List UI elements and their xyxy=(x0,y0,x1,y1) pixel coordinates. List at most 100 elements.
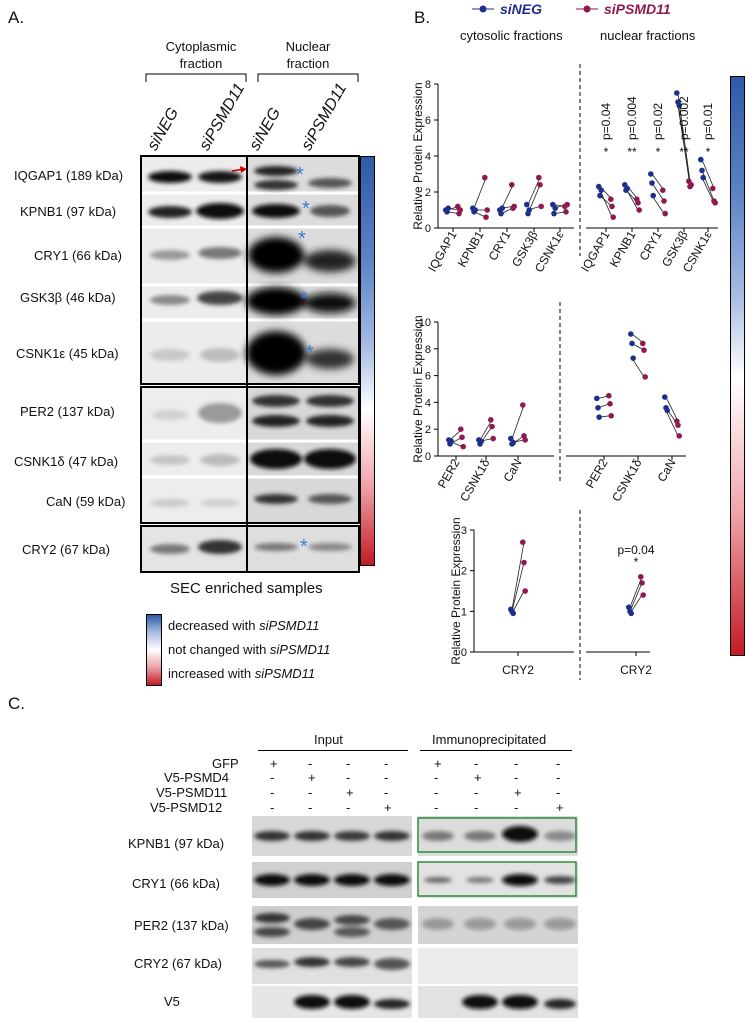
y-tick-label: 2 xyxy=(425,187,431,199)
point-sineg xyxy=(472,207,478,213)
point-sineg xyxy=(650,192,656,199)
pair-line xyxy=(677,105,691,185)
point-sipsmd11 xyxy=(662,210,668,217)
group-label-line: Cytoplasmic xyxy=(165,39,237,54)
point-sipsmd11 xyxy=(607,400,613,407)
sign-mark: + xyxy=(308,770,316,785)
pair-line xyxy=(665,410,679,437)
point-sipsmd11 xyxy=(639,580,645,586)
group-label-ip: Immunoprecipitated xyxy=(432,732,547,747)
x-tick-label: CRY2 xyxy=(502,663,534,677)
blot-label: V5 xyxy=(164,994,180,1009)
lane-label: siPSMD11 xyxy=(196,80,249,154)
color-scale-bar xyxy=(730,76,745,656)
sign-mark: - xyxy=(308,756,313,771)
x-tick-label: CRY2 xyxy=(620,663,652,677)
x-tick-label: IQGAP1 xyxy=(425,228,460,274)
point-sipsmd11 xyxy=(610,214,616,220)
point-sineg xyxy=(595,404,601,411)
group-label-line: fraction xyxy=(179,56,223,71)
sign-mark: - xyxy=(270,770,275,785)
point-sipsmd11 xyxy=(488,417,494,423)
lane-label: siNEG xyxy=(144,104,183,154)
protein-label: IQGAP1 (189 kDa) xyxy=(14,168,124,183)
pair-line xyxy=(701,159,715,189)
fraction-title-cytosolic: cytosolic fractions xyxy=(460,28,563,43)
condition-label: V5-PSMD4 xyxy=(164,770,230,785)
point-sipsmd11 xyxy=(661,198,667,204)
point-sineg xyxy=(510,610,516,617)
pair-line xyxy=(651,182,665,202)
protein-label: CaN (59 kDa) xyxy=(46,494,126,509)
condition-label: V5-PSMD11 xyxy=(156,785,228,800)
point-sineg xyxy=(508,435,514,442)
y-tick-label: 0 xyxy=(425,451,431,463)
sign-mark: - xyxy=(434,800,439,815)
legend-item-sipsmd11: siPSMD11 xyxy=(576,1,671,17)
lane-label: siNEG xyxy=(246,104,285,154)
point-sineg xyxy=(597,192,603,199)
group-label-line: fraction xyxy=(286,56,330,71)
legend-label: siNEG xyxy=(500,1,542,17)
sign-mark: - xyxy=(434,770,439,785)
point-sineg xyxy=(445,205,451,211)
protein-label: PER2 (137 kDa) xyxy=(20,404,115,419)
point-sipsmd11 xyxy=(676,433,682,439)
p-value-label: p=0.04 xyxy=(617,543,654,557)
point-sineg xyxy=(510,439,516,446)
point-sipsmd11 xyxy=(458,426,464,433)
p-value-label: p=0.01 xyxy=(701,103,715,140)
point-sipsmd11 xyxy=(635,200,641,206)
x-tick-label: KPNB1 xyxy=(607,228,639,269)
p-value-label: p=0.004 xyxy=(625,96,639,140)
significance-asterisk: * xyxy=(300,288,308,310)
sign-mark: - xyxy=(556,756,561,771)
sign-mark: + xyxy=(384,800,392,815)
panel-c-blots xyxy=(252,816,578,1018)
significance-stars: * xyxy=(656,145,661,159)
pair-line xyxy=(473,177,487,209)
condition-label: V5-PSMD12 xyxy=(150,800,223,815)
sign-mark: - xyxy=(514,770,519,785)
legend-text: increased with xyxy=(168,666,255,681)
y-axis-label: Relative Protein Expression xyxy=(449,517,463,664)
point-sipsmd11 xyxy=(609,203,615,210)
pair-line xyxy=(511,562,525,612)
point-sipsmd11 xyxy=(522,588,528,594)
group-underline xyxy=(420,750,572,751)
point-sipsmd11 xyxy=(483,214,489,220)
protein-label: CSNK1ε (45 kDa) xyxy=(16,346,119,361)
legend-emphasis: siPSMD11 xyxy=(254,666,316,681)
point-sineg xyxy=(499,205,505,211)
pair-line xyxy=(701,177,715,203)
protein-label: CSNK1δ (47 kDa) xyxy=(14,454,119,469)
y-tick-label: 8 xyxy=(425,344,431,356)
group-label-line: Nuclear xyxy=(285,39,331,54)
pair-line xyxy=(527,177,541,205)
x-tick-label: CSNK1δ xyxy=(457,456,493,504)
sign-mark: - xyxy=(474,800,479,815)
point-sineg xyxy=(629,340,635,347)
pair-line xyxy=(511,542,525,610)
point-sineg xyxy=(596,414,602,420)
pair-line xyxy=(651,173,665,191)
point-sineg xyxy=(448,438,454,445)
panel-a-letter: A. xyxy=(8,8,25,27)
y-tick-label: 0 xyxy=(425,223,431,235)
point-sipsmd11 xyxy=(675,422,681,428)
point-sipsmd11 xyxy=(564,201,570,208)
legend-text: decreased with xyxy=(168,618,260,633)
pair-line xyxy=(629,582,643,612)
point-sipsmd11 xyxy=(482,174,488,181)
point-sipsmd11 xyxy=(608,196,614,202)
pair-line xyxy=(479,419,493,441)
y-tick-label: 10 xyxy=(419,317,431,329)
group-underline xyxy=(258,750,408,751)
x-tick-label: CSNK1δ xyxy=(609,456,645,504)
protein-label: CRY1 (66 kDa) xyxy=(34,248,122,263)
point-sineg xyxy=(674,90,680,96)
sign-mark: - xyxy=(474,756,479,771)
y-tick-label: 6 xyxy=(425,115,431,127)
sign-mark: - xyxy=(346,800,351,815)
